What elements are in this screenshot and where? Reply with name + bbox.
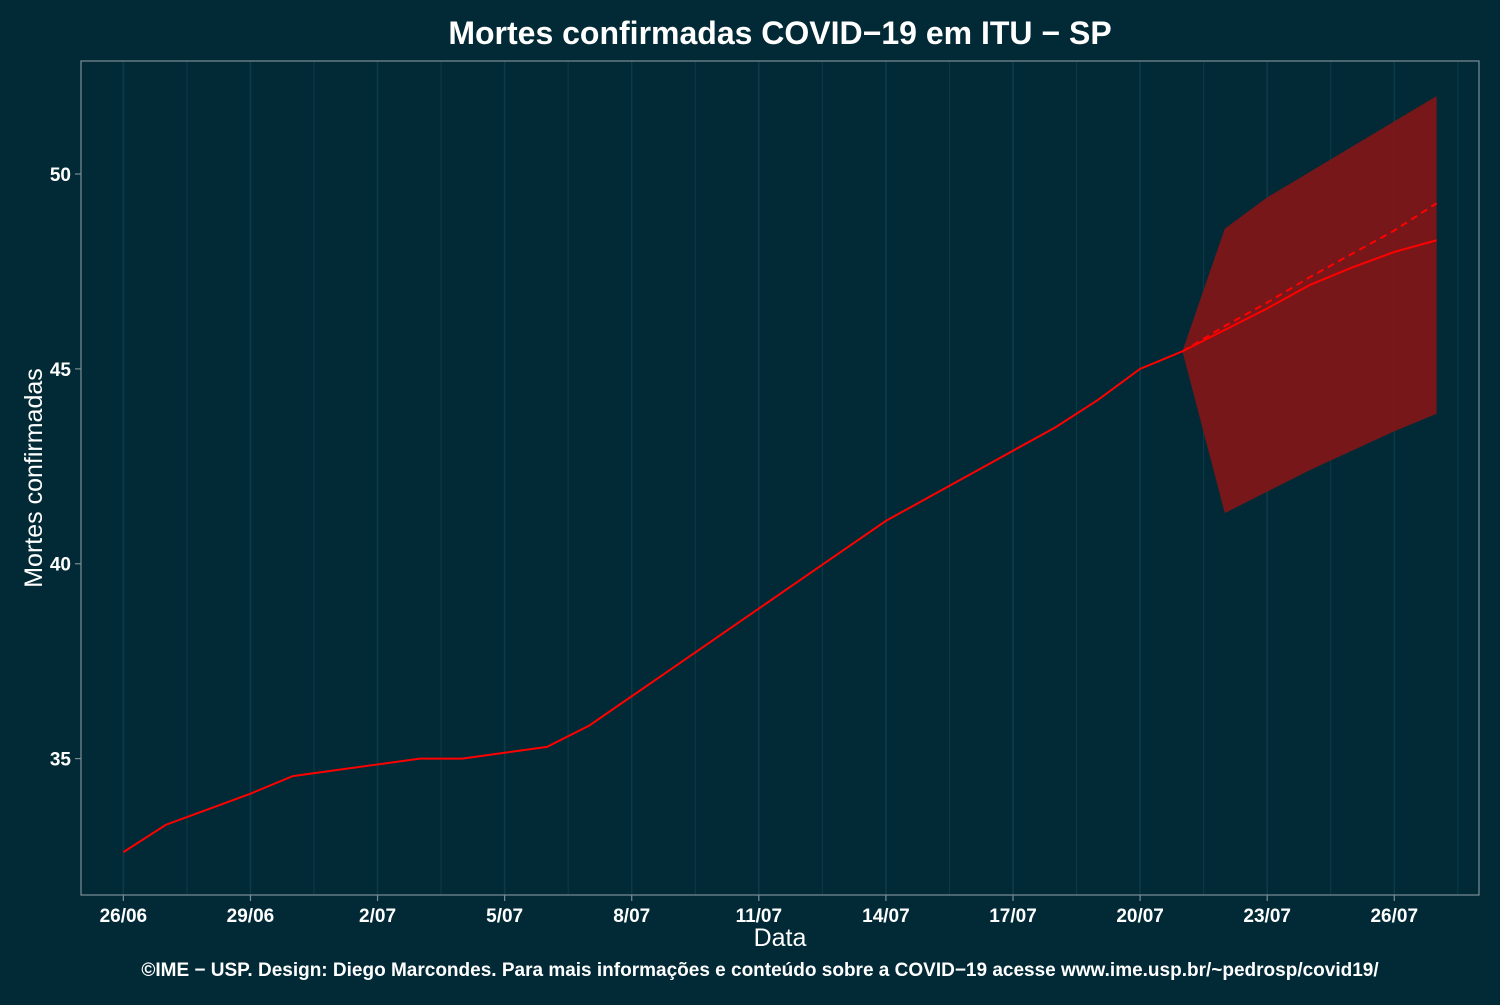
plot-frame: [80, 60, 1480, 896]
x-tick-label: 26/06: [100, 906, 148, 927]
footer-credit: ©IME − USP. Design: Diego Marcondes. Par…: [141, 960, 1379, 981]
y-tick-label: 45: [50, 360, 72, 381]
y-tick-label: 50: [50, 165, 71, 186]
x-tick-label: 29/06: [227, 906, 275, 927]
forecast-interval-band: [1182, 96, 1437, 514]
tick-layer: 26/06 29/06 2/07 5/07 8/07 11/07 14/07 17/07 20/…: [50, 165, 1418, 927]
y-axis-label: Mortes confirmadas: [20, 368, 48, 588]
forecast-mean-line: [1182, 239, 1437, 353]
x-tick-label: 26/07: [1370, 906, 1418, 927]
x-tick-label: 11/07: [736, 906, 783, 927]
x-axis-label: Data: [754, 924, 807, 952]
x-tick-label: 5/07: [486, 906, 523, 927]
x-tick-label: 14/07: [862, 906, 910, 927]
y-tick-label: 40: [50, 555, 71, 576]
x-tick-label: 8/07: [613, 906, 650, 927]
x-tick-label: 20/07: [1116, 906, 1164, 927]
grid-layer: [122, 61, 1459, 895]
x-tick-label: 23/07: [1243, 906, 1291, 927]
chart-title: Mortes confirmadas COVID−19 em ITU − SP: [448, 15, 1111, 51]
y-tick-label: 35: [50, 750, 72, 771]
observed-deaths-line: [122, 350, 1183, 853]
forecast-trend-dashed-line: [1181, 202, 1438, 353]
x-tick-label: 17/07: [989, 906, 1037, 927]
data-layer: [122, 96, 1438, 853]
x-tick-label: 2/07: [359, 906, 396, 927]
